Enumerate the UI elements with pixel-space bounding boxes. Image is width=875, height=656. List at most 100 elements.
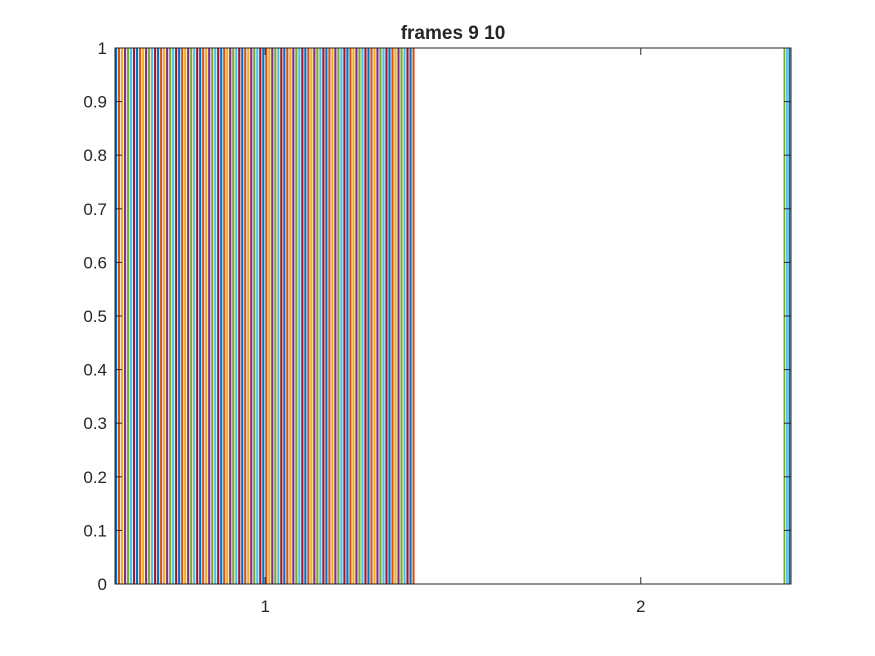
bar — [346, 48, 349, 584]
bar — [349, 48, 352, 584]
bar — [190, 48, 193, 584]
bar — [364, 48, 367, 584]
bar — [151, 48, 154, 584]
bar — [316, 48, 319, 584]
bar — [298, 48, 301, 584]
bar — [169, 48, 172, 584]
bar — [367, 48, 370, 584]
bar — [121, 48, 124, 584]
bar — [352, 48, 355, 584]
bar — [310, 48, 313, 584]
plot-area — [115, 48, 791, 584]
bar — [409, 48, 412, 584]
y-tick-label: 0.7 — [83, 200, 107, 219]
bar — [271, 48, 274, 584]
bar — [289, 48, 292, 584]
bar — [220, 48, 223, 584]
bar — [397, 48, 400, 584]
bar — [343, 48, 346, 584]
bar — [241, 48, 244, 584]
bar — [181, 48, 184, 584]
y-tick-label: 0.2 — [83, 468, 107, 487]
bar — [307, 48, 310, 584]
y-tick-label: 0.8 — [83, 146, 107, 165]
bar — [400, 48, 403, 584]
bar — [304, 48, 307, 584]
bar — [142, 48, 145, 584]
bar — [124, 48, 127, 584]
bar — [166, 48, 169, 584]
bar — [145, 48, 148, 584]
bar — [133, 48, 136, 584]
x-tick-label: 1 — [260, 597, 269, 616]
bar — [211, 48, 214, 584]
bar — [355, 48, 358, 584]
bar — [226, 48, 229, 584]
bar — [337, 48, 340, 584]
bar — [178, 48, 181, 584]
bar — [340, 48, 343, 584]
bar-group — [115, 48, 791, 584]
bar — [205, 48, 208, 584]
y-tick-label: 0.9 — [83, 93, 107, 112]
bar — [217, 48, 220, 584]
bar — [223, 48, 226, 584]
bar — [361, 48, 364, 584]
bar — [319, 48, 322, 584]
bar — [256, 48, 259, 584]
bar — [265, 48, 268, 584]
bar — [187, 48, 190, 584]
bar — [202, 48, 205, 584]
y-tick-label: 0.6 — [83, 253, 107, 272]
bar — [175, 48, 178, 584]
bar — [262, 48, 265, 584]
bar — [286, 48, 289, 584]
bar — [154, 48, 157, 584]
bar — [172, 48, 175, 584]
bar — [127, 48, 130, 584]
bar — [322, 48, 325, 584]
bar — [235, 48, 238, 584]
bar — [301, 48, 304, 584]
bar — [388, 48, 391, 584]
bar — [274, 48, 277, 584]
bar — [199, 48, 202, 584]
bar — [295, 48, 298, 584]
bar — [313, 48, 316, 584]
bar — [232, 48, 235, 584]
bar — [193, 48, 196, 584]
bar — [250, 48, 253, 584]
y-tick-label: 0.3 — [83, 414, 107, 433]
bar — [376, 48, 379, 584]
bar — [148, 48, 151, 584]
bar — [136, 48, 139, 584]
bar — [328, 48, 331, 584]
bar — [253, 48, 256, 584]
bar — [358, 48, 361, 584]
bar — [382, 48, 385, 584]
bar — [130, 48, 133, 584]
bar — [238, 48, 241, 584]
bar — [259, 48, 262, 584]
bar — [325, 48, 328, 584]
bar — [283, 48, 286, 584]
bar — [391, 48, 394, 584]
bar — [214, 48, 217, 584]
bar — [334, 48, 337, 584]
tick-group: 0 0.1 0.2 0.3 0.4 0.5 0.6 0.7 0.8 0.9 1 1 2 — [83, 39, 791, 616]
bar — [394, 48, 397, 584]
bar — [292, 48, 295, 584]
y-tick-label: 0.4 — [83, 361, 107, 380]
bar — [208, 48, 211, 584]
bar — [196, 48, 199, 584]
bar — [244, 48, 247, 584]
bar — [331, 48, 334, 584]
bar — [277, 48, 280, 584]
bar — [403, 48, 406, 584]
bar — [412, 48, 415, 584]
y-tick-label: 0 — [98, 575, 107, 594]
bar — [373, 48, 376, 584]
bar — [160, 48, 163, 584]
bar — [157, 48, 160, 584]
